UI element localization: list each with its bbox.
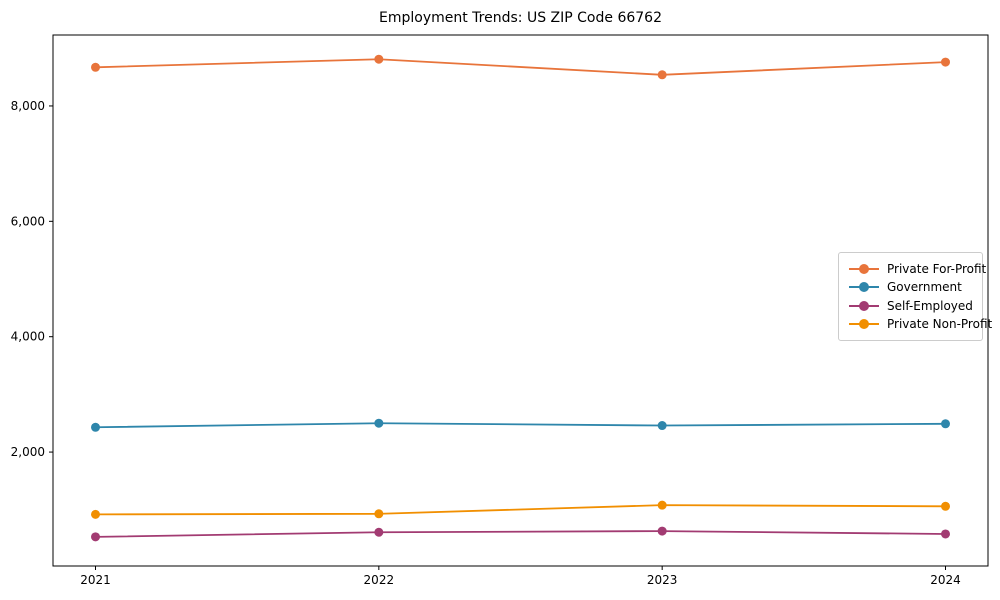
- data-point-private-non-profit-2023: [657, 500, 667, 510]
- legend-label: Self-Employed: [887, 298, 973, 313]
- data-point-government-2021: [91, 422, 100, 432]
- plot-border: [52, 34, 989, 567]
- legend-label: Government: [887, 280, 962, 295]
- chart-title: Employment Trends: US ZIP Code 66762: [379, 10, 662, 26]
- y-tick-label: 2,000: [11, 445, 45, 459]
- legend-item-self-employed: Self-Employed: [849, 297, 973, 315]
- x-tick-label: 2023: [647, 573, 678, 587]
- data-point-private-non-profit-2024: [941, 501, 950, 511]
- legend-item-government: Government: [849, 278, 972, 296]
- data-point-private-for-profit-2021: [91, 62, 100, 72]
- legend-label: Private Non-Profit: [887, 316, 993, 331]
- data-point-government-2022: [374, 418, 384, 428]
- series-line-self-employed: [95, 530, 946, 538]
- series-line-private-non-profit: [95, 504, 946, 516]
- x-tick-label: 2021: [80, 573, 111, 587]
- legend-line-marker-icon: [849, 264, 879, 275]
- series-line-private-for-profit: [95, 58, 946, 76]
- legend-label: Private For-Profit: [887, 262, 987, 277]
- y-tick-label: 4,000: [11, 330, 45, 344]
- data-point-government-2023: [657, 421, 667, 431]
- x-tick-label: 2022: [364, 573, 395, 587]
- legend-line-marker-icon: [849, 318, 879, 329]
- data-point-government-2024: [941, 419, 950, 429]
- legend-item-private-non-profit: Private Non-Profit: [849, 315, 992, 333]
- data-point-private-for-profit-2023: [657, 70, 667, 80]
- data-point-private-for-profit-2024: [941, 57, 950, 67]
- y-tick-label: 6,000: [11, 214, 45, 228]
- data-point-private-non-profit-2022: [374, 509, 384, 519]
- legend-line-marker-icon: [849, 300, 879, 311]
- data-point-self-employed-2023: [657, 526, 667, 536]
- data-point-private-non-profit-2021: [91, 509, 100, 519]
- data-point-self-employed-2021: [91, 532, 100, 542]
- data-point-private-for-profit-2022: [374, 54, 384, 64]
- legend-item-private-for-profit: Private For-Profit: [849, 260, 986, 278]
- chart-legend: Private For-Profit Government Self-Employe…: [838, 252, 992, 341]
- series-line-government: [95, 422, 946, 429]
- x-tick-label: 2024: [930, 573, 961, 587]
- legend-line-marker-icon: [849, 282, 879, 293]
- data-point-self-employed-2024: [941, 529, 950, 539]
- y-tick-label: 8,000: [11, 99, 45, 113]
- data-point-self-employed-2022: [374, 527, 384, 537]
